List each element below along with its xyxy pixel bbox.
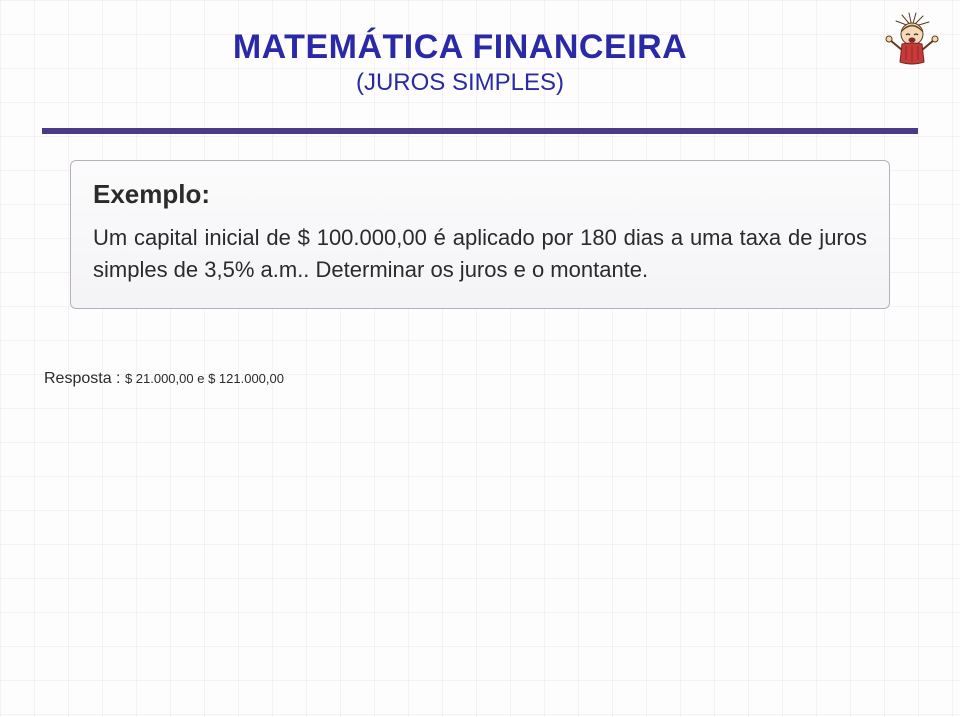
title-underline xyxy=(42,128,918,134)
example-text: Um capital inicial de $ 100.000,00 é apl… xyxy=(93,222,867,286)
example-label: Exemplo: xyxy=(93,179,867,210)
page-title: MATEMÁTICA FINANCEIRA xyxy=(100,28,820,67)
slide: MATEMÁTICA FINANCEIRA (JUROS SIMPLES) Ex… xyxy=(0,0,960,717)
example-frame: Exemplo: Um capital inicial de $ 100.000… xyxy=(70,160,890,309)
cartoon-boy-icon xyxy=(882,10,942,70)
page-subtitle: (JUROS SIMPLES) xyxy=(100,69,820,97)
answer-line: Resposta : $ 21.000,00 e $ 121.000,00 xyxy=(44,370,284,388)
answer-prefix: Resposta : xyxy=(44,370,125,387)
title-block: MATEMÁTICA FINANCEIRA (JUROS SIMPLES) xyxy=(100,28,820,97)
answer-values: $ 21.000,00 e $ 121.000,00 xyxy=(125,371,284,386)
